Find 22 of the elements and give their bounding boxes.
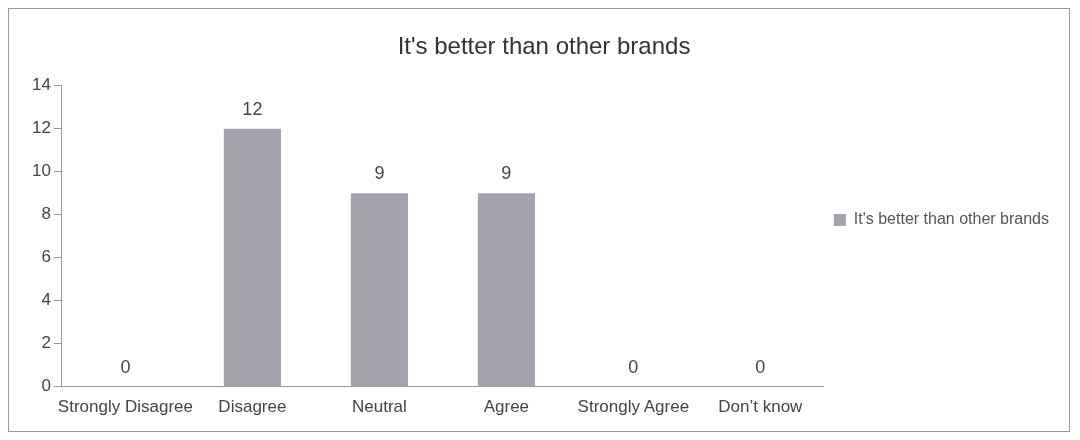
legend-label: It's better than other brands (853, 210, 1049, 228)
x-tick-label: Don’t know (718, 397, 804, 417)
y-tick-label: 2 (41, 333, 51, 353)
y-tick-label: 6 (41, 247, 51, 267)
y-tick-label: 0 (41, 376, 51, 396)
chart-title: It's better than other brands (397, 32, 691, 60)
data-label: 12 (242, 98, 263, 119)
y-tick-label: 12 (31, 118, 51, 138)
data-label: 0 (628, 356, 639, 377)
x-tick-label: Disagree (218, 397, 287, 417)
data-label: 9 (374, 163, 385, 184)
x-tick-label: Agree (483, 397, 530, 417)
data-label: 0 (755, 356, 766, 377)
y-tick-label: 4 (41, 290, 51, 310)
y-tick-label: 14 (31, 75, 51, 95)
x-tick-label: Strongly Agree (577, 397, 690, 417)
y-tick-label: 8 (41, 204, 51, 224)
y-tick-label: 10 (31, 161, 51, 181)
x-tick-label: Strongly Disagree (57, 397, 193, 417)
data-label: 0 (120, 356, 131, 377)
data-label: 9 (501, 163, 512, 184)
x-tick-label: Neutral (351, 397, 407, 417)
